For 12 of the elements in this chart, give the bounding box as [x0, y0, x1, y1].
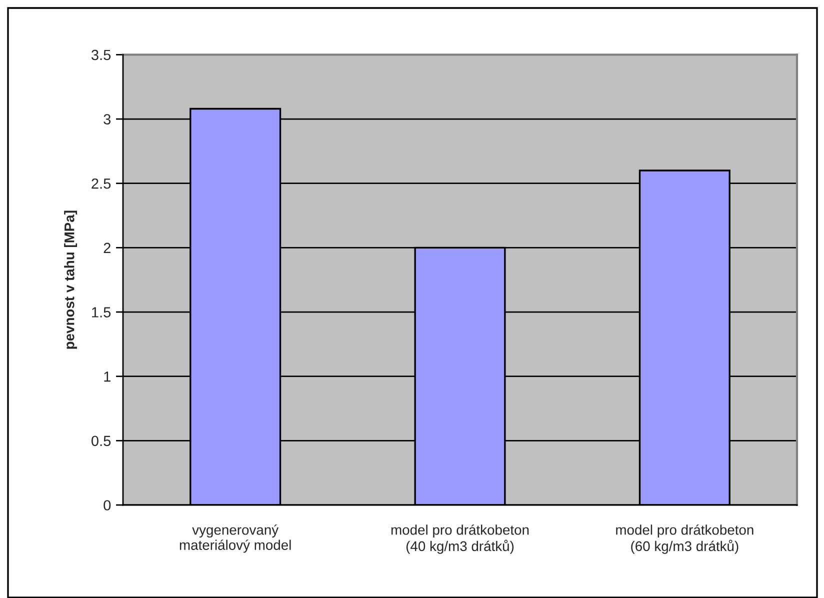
y-tick-label: 1 — [104, 372, 110, 382]
y-tick-label: 0 — [104, 500, 111, 510]
y-tick-label: 2.5 — [92, 178, 111, 189]
y-tick-label: 2 — [104, 242, 110, 253]
y-axis-title: pevnost v tahu [MPa] — [64, 210, 78, 349]
x-tick-label: model pro drátkobeton (60 kg/m3 drátků) — [616, 524, 754, 554]
y-tick-label: 3.5 — [91, 50, 111, 60]
y-tick-label: 3 — [104, 114, 111, 124]
y-tick-label: 0.5 — [91, 436, 111, 446]
x-tick-label: model pro drátkobeton (40 kg/m3 drátků) — [391, 524, 529, 554]
y-tick-label: 1.5 — [92, 307, 111, 318]
x-tick-label: vygenerovaný materiálový model — [180, 524, 291, 553]
